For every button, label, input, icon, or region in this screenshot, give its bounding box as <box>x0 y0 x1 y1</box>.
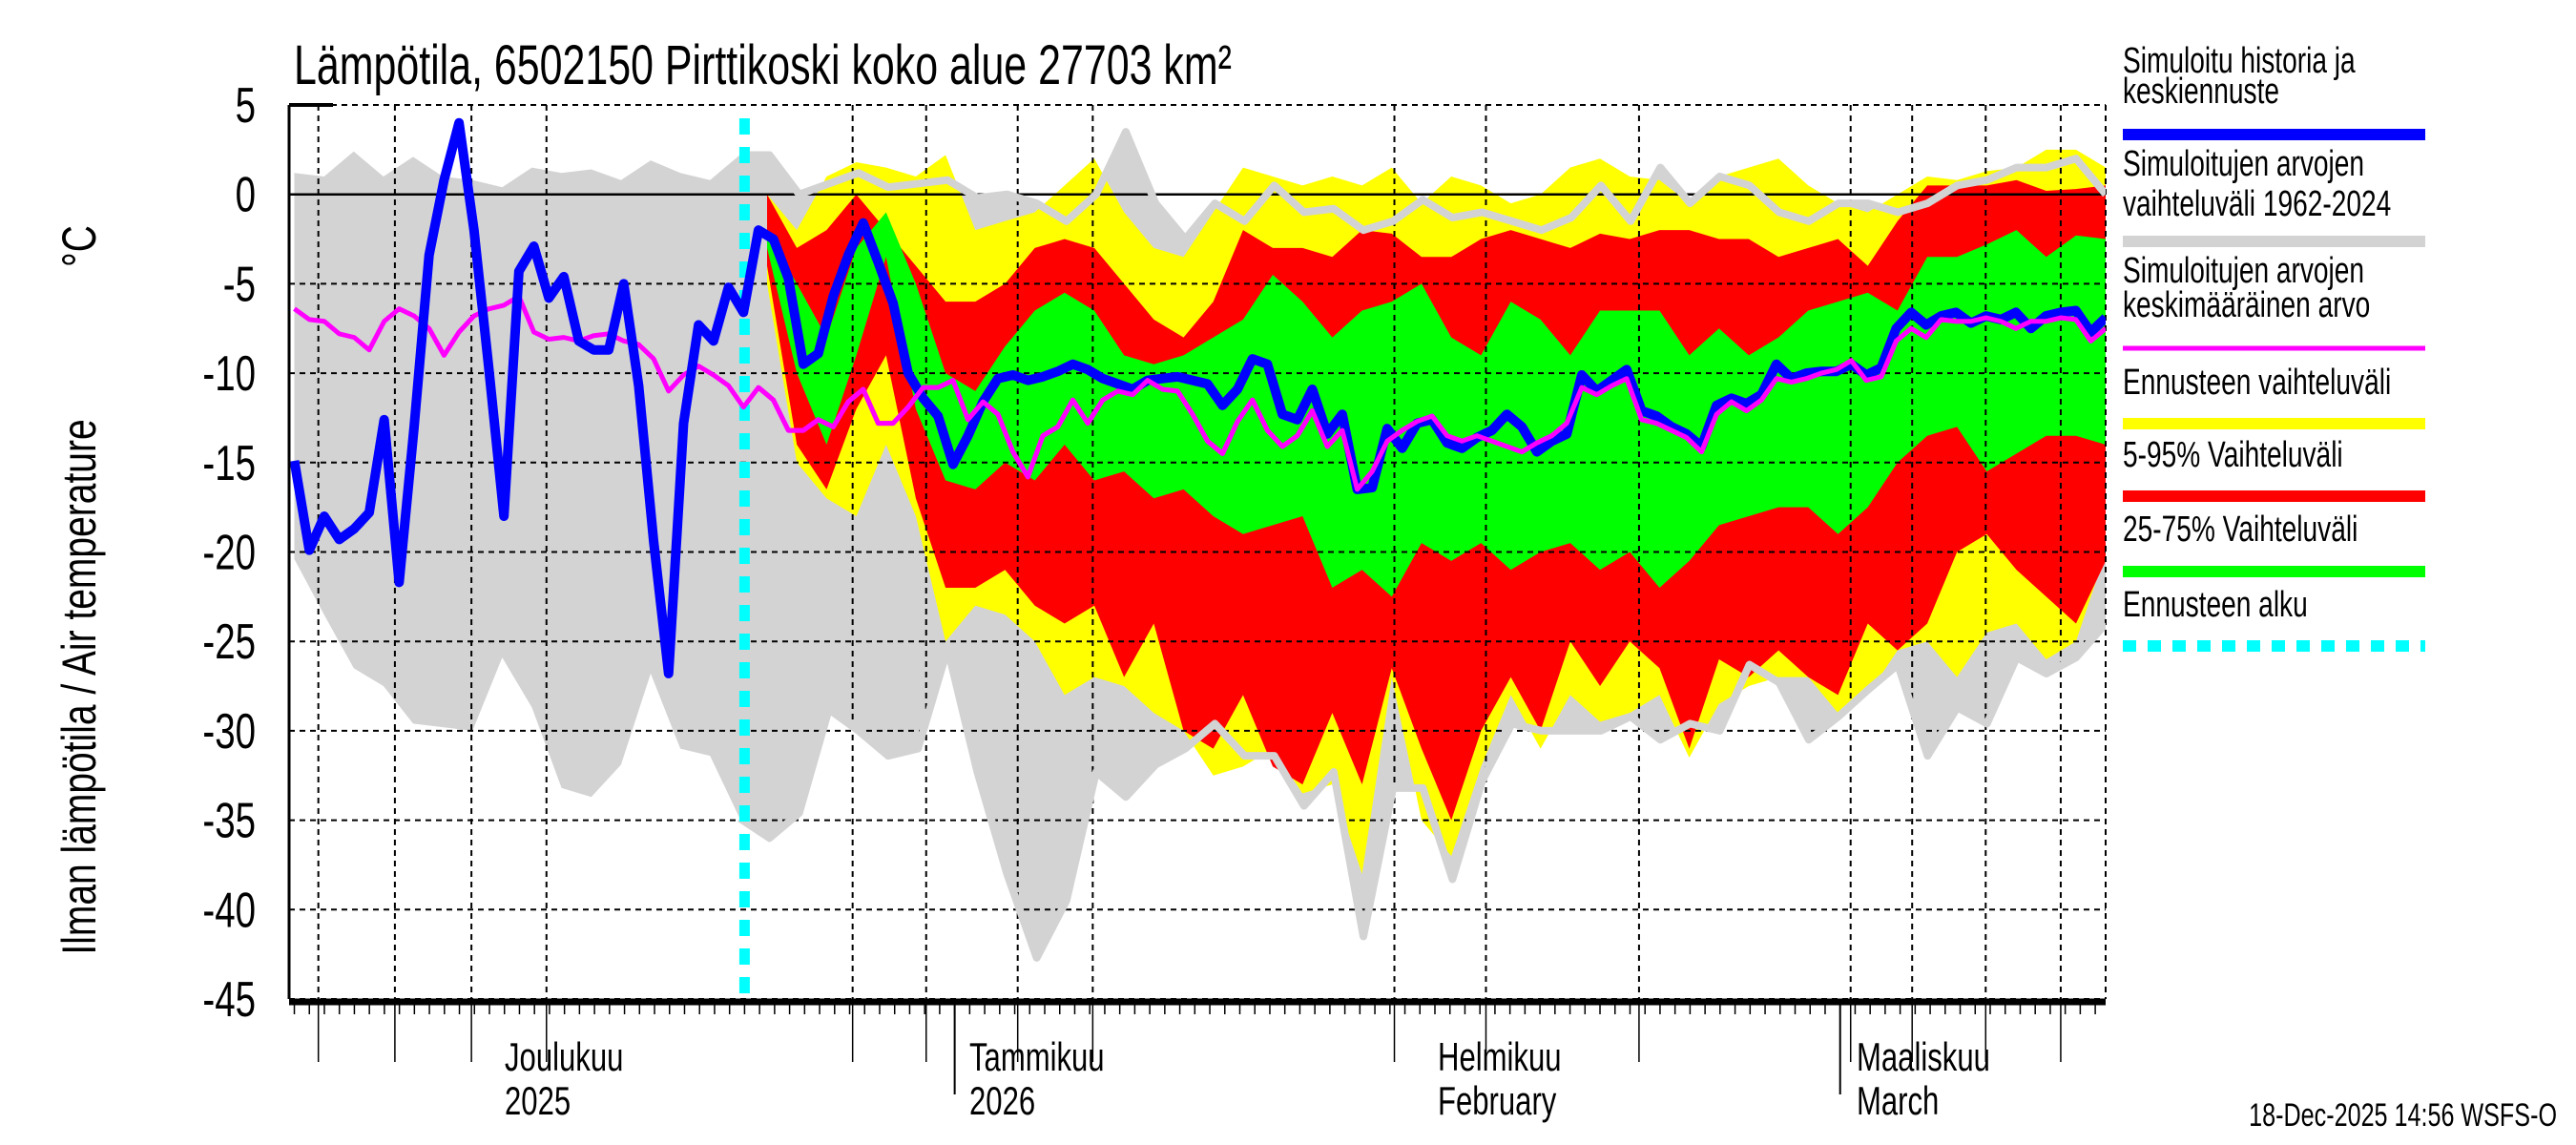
legend-item: 5-95% Vaihteluväli <box>2123 435 2425 502</box>
forecast-series-line <box>289 117 2106 678</box>
y-tick-label: -25 <box>202 614 256 670</box>
x-month-label: Helmikuu <box>1438 1034 1562 1079</box>
history-range-lower-edge <box>737 620 2106 962</box>
timestamp-footer: 18-Dec-2025 14:56 WSFS-O <box>2249 1097 2557 1134</box>
series-layer <box>289 117 2106 999</box>
y-axis-label: Ilman lämpötila / Air temperature <box>52 419 106 954</box>
legend-label-line2: keskiennuste <box>2123 72 2279 112</box>
y-axis-unit: °C <box>52 225 106 267</box>
legend-item: 25-75% Vaihteluväli <box>2123 510 2425 577</box>
y-tick-label: -35 <box>202 793 256 848</box>
y-tick-label: -45 <box>202 971 256 1027</box>
bands-layer <box>294 132 2106 958</box>
y-tick-label: -15 <box>202 435 256 490</box>
legend: Simuloitu historia jakeskiennusteSimuloi… <box>2123 41 2425 652</box>
legend-label-line2: vaihteluväli 1962-2024 <box>2123 184 2391 224</box>
legend-item: Ennusteen alku <box>2123 585 2425 652</box>
y-tick-label: 5 <box>236 77 256 133</box>
y-tick-label: -20 <box>202 525 256 580</box>
legend-label: Ennusteen vaihteluväli <box>2123 363 2391 403</box>
mean-series-line-overlay <box>757 315 2106 492</box>
x-month-label: Tammikuu <box>969 1034 1105 1079</box>
legend-label: Simuloitujen arvojen <box>2123 251 2364 291</box>
legend-item: Ennusteen vaihteluväli <box>2123 363 2425 429</box>
chart-title: Lämpötila, 6502150 Pirttikoski koko alue… <box>294 34 1232 96</box>
legend-label-line2: keskimääräinen arvo <box>2123 285 2370 325</box>
x-month-label: Joulukuu <box>505 1034 623 1079</box>
x-month-sublabel: 2025 <box>505 1078 571 1123</box>
x-month-sublabel: February <box>1438 1078 1557 1123</box>
legend-label: Simuloitu historia ja <box>2123 41 2356 81</box>
x-month-sublabel: March <box>1857 1078 1939 1123</box>
y-tick-label: -30 <box>202 703 256 759</box>
legend-label: 25-75% Vaihteluväli <box>2123 510 2358 550</box>
plot-area <box>287 103 2107 1094</box>
x-month-sublabel: 2026 <box>969 1078 1035 1123</box>
y-tick-label: -10 <box>202 345 256 401</box>
y-tick-label: -40 <box>202 883 256 938</box>
legend-label: Ennusteen alku <box>2123 585 2308 625</box>
y-tick-labels: 5 0 -5 -10 -15 -20 -25 -30 -35 -40 -45 <box>202 77 256 1027</box>
y-tick-label: 0 <box>236 167 256 222</box>
axes-layer <box>287 103 2106 1094</box>
y-tick-label: -5 <box>223 257 256 312</box>
legend-label: 5-95% Vaihteluväli <box>2123 435 2343 475</box>
x-month-label: Maaliskuu <box>1857 1034 1990 1079</box>
history-range-upper-edge <box>739 128 2106 243</box>
p25-75-band <box>767 212 2106 597</box>
legend-label: Simuloitujen arvojen <box>2123 144 2364 184</box>
